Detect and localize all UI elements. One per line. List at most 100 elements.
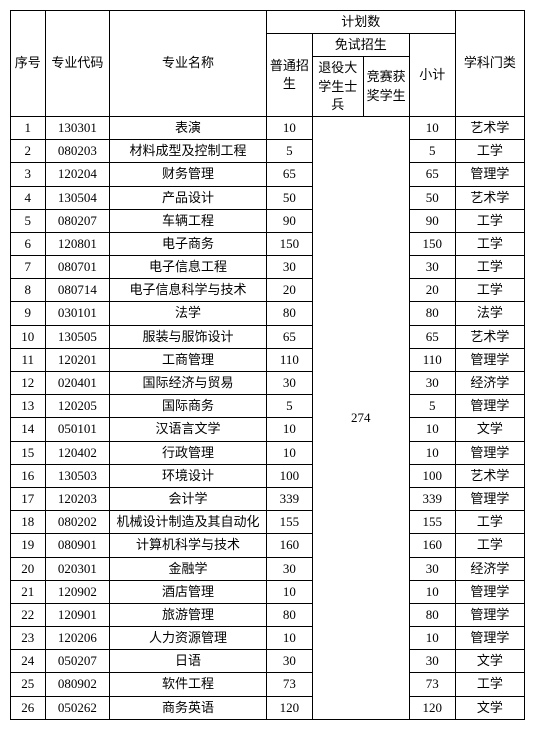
table-row: 26050262商务英语120120文学 — [11, 696, 525, 719]
cell-sub: 20 — [409, 279, 455, 302]
header-code: 专业代码 — [45, 11, 110, 117]
header-veteran: 退役大学生士兵 — [312, 57, 363, 117]
cell-name: 电子信息工程 — [110, 256, 267, 279]
cell-sub: 90 — [409, 209, 455, 232]
cell-code: 130301 — [45, 116, 110, 139]
cell-sub: 30 — [409, 650, 455, 673]
cell-sub: 10 — [409, 441, 455, 464]
cell-name: 行政管理 — [110, 441, 267, 464]
cell-seq: 6 — [11, 232, 46, 255]
cell-cat: 管理学 — [455, 487, 524, 510]
cell-cat: 工学 — [455, 534, 524, 557]
table-row: 25080902软件工程7373工学 — [11, 673, 525, 696]
cell-normal: 20 — [266, 279, 312, 302]
table-row: 12020401国际经济与贸易3030经济学 — [11, 372, 525, 395]
cell-code: 050207 — [45, 650, 110, 673]
table-row: 6120801电子商务150150工学 — [11, 232, 525, 255]
cell-normal: 90 — [266, 209, 312, 232]
table-body: 1130301表演1027410艺术学2080203材料成型及控制工程55工学3… — [11, 116, 525, 719]
cell-sub: 150 — [409, 232, 455, 255]
cell-normal: 80 — [266, 302, 312, 325]
cell-code: 080902 — [45, 673, 110, 696]
header-seq: 序号 — [11, 11, 46, 117]
cell-name: 产品设计 — [110, 186, 267, 209]
cell-sub: 100 — [409, 464, 455, 487]
cell-seq: 4 — [11, 186, 46, 209]
cell-sub: 339 — [409, 487, 455, 510]
cell-seq: 21 — [11, 580, 46, 603]
cell-sub: 30 — [409, 372, 455, 395]
cell-seq: 23 — [11, 627, 46, 650]
cell-normal: 5 — [266, 140, 312, 163]
cell-code: 030101 — [45, 302, 110, 325]
cell-sub: 10 — [409, 116, 455, 139]
header-name: 专业名称 — [110, 11, 267, 117]
table-row: 19080901计算机科学与技术160160工学 — [11, 534, 525, 557]
cell-seq: 17 — [11, 487, 46, 510]
cell-normal: 80 — [266, 603, 312, 626]
cell-code: 120801 — [45, 232, 110, 255]
table-row: 15120402行政管理1010管理学 — [11, 441, 525, 464]
header-subtotal: 小计 — [409, 34, 455, 117]
cell-normal: 65 — [266, 325, 312, 348]
cell-sub: 10 — [409, 580, 455, 603]
cell-exempt-total: 274 — [312, 116, 409, 719]
cell-code: 130505 — [45, 325, 110, 348]
cell-sub: 5 — [409, 140, 455, 163]
table-row: 18080202机械设计制造及其自动化155155工学 — [11, 511, 525, 534]
cell-name: 材料成型及控制工程 — [110, 140, 267, 163]
cell-sub: 50 — [409, 186, 455, 209]
cell-code: 020301 — [45, 557, 110, 580]
cell-sub: 10 — [409, 627, 455, 650]
cell-seq: 12 — [11, 372, 46, 395]
cell-cat: 管理学 — [455, 348, 524, 371]
cell-cat: 管理学 — [455, 441, 524, 464]
table-row: 14050101汉语言文学1010文学 — [11, 418, 525, 441]
cell-name: 电子信息科学与技术 — [110, 279, 267, 302]
cell-normal: 155 — [266, 511, 312, 534]
cell-cat: 艺术学 — [455, 325, 524, 348]
cell-normal: 10 — [266, 627, 312, 650]
cell-seq: 18 — [11, 511, 46, 534]
cell-name: 服装与服饰设计 — [110, 325, 267, 348]
cell-sub: 30 — [409, 256, 455, 279]
cell-cat: 艺术学 — [455, 186, 524, 209]
cell-name: 软件工程 — [110, 673, 267, 696]
table-row: 4130504产品设计5050艺术学 — [11, 186, 525, 209]
cell-cat: 工学 — [455, 279, 524, 302]
header-plan: 计划数 — [266, 11, 455, 34]
cell-code: 120205 — [45, 395, 110, 418]
table-header: 序号 专业代码 专业名称 计划数 学科门类 普通招生 免试招生 小计 退役大学生… — [11, 11, 525, 117]
cell-cat: 艺术学 — [455, 464, 524, 487]
cell-cat: 艺术学 — [455, 116, 524, 139]
cell-sub: 65 — [409, 325, 455, 348]
cell-seq: 20 — [11, 557, 46, 580]
cell-code: 050101 — [45, 418, 110, 441]
cell-sub: 73 — [409, 673, 455, 696]
cell-code: 080701 — [45, 256, 110, 279]
cell-sub: 80 — [409, 302, 455, 325]
cell-seq: 7 — [11, 256, 46, 279]
cell-cat: 管理学 — [455, 603, 524, 626]
table-row: 5080207车辆工程9090工学 — [11, 209, 525, 232]
admissions-plan-table: 序号 专业代码 专业名称 计划数 学科门类 普通招生 免试招生 小计 退役大学生… — [10, 10, 525, 720]
cell-cat: 文学 — [455, 650, 524, 673]
header-normal: 普通招生 — [266, 34, 312, 117]
cell-code: 080207 — [45, 209, 110, 232]
cell-code: 120204 — [45, 163, 110, 186]
cell-cat: 经济学 — [455, 372, 524, 395]
cell-seq: 26 — [11, 696, 46, 719]
cell-normal: 339 — [266, 487, 312, 510]
cell-name: 日语 — [110, 650, 267, 673]
cell-code: 120901 — [45, 603, 110, 626]
cell-seq: 25 — [11, 673, 46, 696]
cell-sub: 10 — [409, 418, 455, 441]
cell-cat: 工学 — [455, 140, 524, 163]
cell-normal: 10 — [266, 116, 312, 139]
table-row: 23120206人力资源管理1010管理学 — [11, 627, 525, 650]
cell-name: 机械设计制造及其自动化 — [110, 511, 267, 534]
table-row: 11120201工商管理110110管理学 — [11, 348, 525, 371]
table-row: 7080701电子信息工程3030工学 — [11, 256, 525, 279]
cell-name: 工商管理 — [110, 348, 267, 371]
table-row: 21120902酒店管理1010管理学 — [11, 580, 525, 603]
